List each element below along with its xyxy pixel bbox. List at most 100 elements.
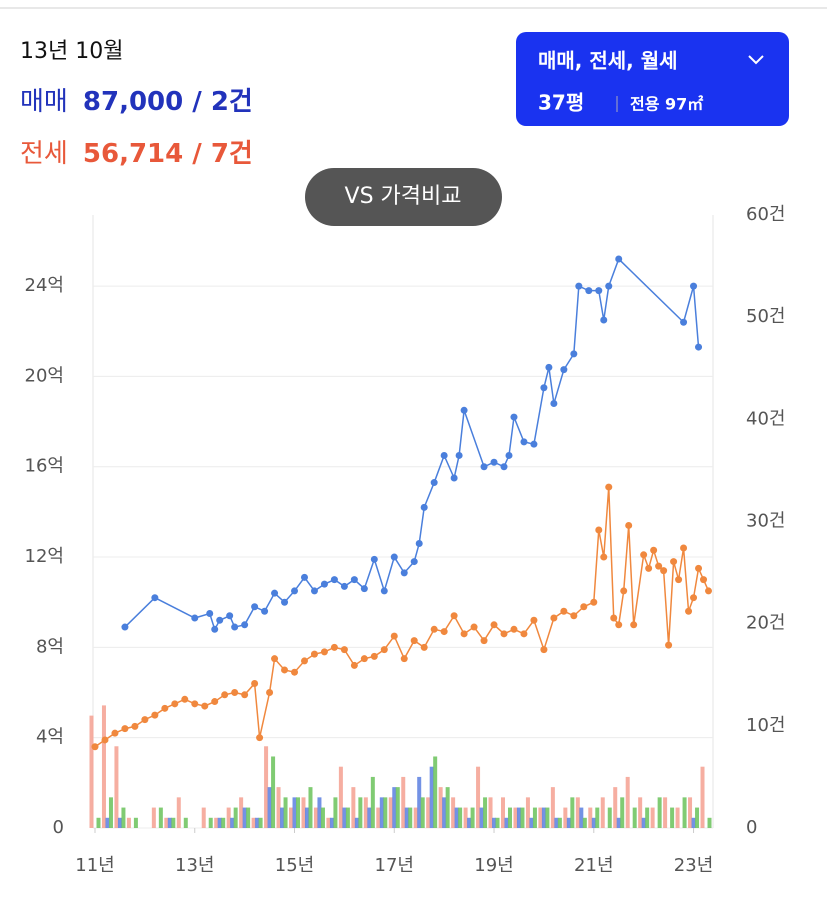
price-point xyxy=(390,632,398,640)
y-tick-label: 0 xyxy=(53,817,64,838)
volume-bar xyxy=(675,807,680,828)
volume-bar xyxy=(308,787,313,828)
price-point xyxy=(121,623,129,631)
volume-bar xyxy=(470,807,475,828)
price-point xyxy=(615,255,623,263)
volume-bar xyxy=(495,817,500,828)
price-point xyxy=(655,562,663,570)
compare-button-bg[interactable] xyxy=(305,168,502,226)
price-point xyxy=(121,725,129,733)
volume-bar xyxy=(433,756,438,828)
volume-bar xyxy=(417,776,422,828)
jeonse-name: 전세 xyxy=(20,139,68,169)
price-point xyxy=(400,569,408,577)
price-point xyxy=(510,413,518,421)
volume-bar xyxy=(600,797,605,828)
price-point xyxy=(520,630,528,638)
volume-bar xyxy=(133,817,138,828)
price-point xyxy=(450,612,458,620)
volume-bar xyxy=(591,817,596,828)
sale-name: 매매 xyxy=(20,87,68,117)
price-point xyxy=(460,406,468,414)
volume-bar xyxy=(333,797,338,828)
volume-bar xyxy=(476,766,481,828)
compare-text[interactable]: VS 가격비교 xyxy=(345,184,462,209)
price-point xyxy=(505,451,513,459)
volume-bar xyxy=(413,807,418,828)
price-point xyxy=(480,463,488,471)
price-point xyxy=(550,614,558,622)
price-point xyxy=(460,630,468,638)
volume-bar xyxy=(492,817,497,828)
price-point xyxy=(211,698,219,706)
price-point xyxy=(206,610,214,618)
y2-tick-label: 40건 xyxy=(746,408,785,429)
filter-text[interactable]: 매매, 전세, 월세 xyxy=(538,49,678,73)
y2-tick-label: 10건 xyxy=(746,715,785,736)
y-tick-label: 24억 xyxy=(25,275,64,296)
price-point xyxy=(660,567,668,575)
volume-bar xyxy=(283,797,288,828)
volume-bar xyxy=(670,807,675,828)
volume-bar xyxy=(575,797,580,828)
volume-bar xyxy=(121,807,126,828)
volume-bar xyxy=(488,797,493,828)
price-point xyxy=(261,607,269,615)
price-point xyxy=(680,544,688,552)
dropdown-icon[interactable] xyxy=(748,55,764,65)
volume-bar xyxy=(388,797,393,828)
size-text[interactable]: 37평 xyxy=(538,91,584,115)
volume-bar xyxy=(563,807,568,828)
price-point xyxy=(330,643,338,651)
price-point xyxy=(480,637,488,645)
volume-bar xyxy=(442,797,447,828)
volume-bar xyxy=(370,776,375,828)
price-point xyxy=(530,616,538,624)
jeonse-summary: 전세 56,714 / 7건 xyxy=(20,139,253,169)
volume-bar xyxy=(96,817,101,828)
price-point xyxy=(570,350,578,358)
price-point xyxy=(530,440,538,448)
price-point xyxy=(320,648,328,656)
price-point xyxy=(256,734,264,742)
price-point xyxy=(370,652,378,660)
area-text[interactable]: 전용 97㎡ xyxy=(630,95,703,114)
volume-bar xyxy=(338,766,343,828)
volume-bar xyxy=(217,817,222,828)
volume-bar xyxy=(114,746,119,828)
compare-button[interactable]: VS 가격비교 xyxy=(305,168,502,226)
price-point xyxy=(430,479,438,487)
date-label: 13년 10월 xyxy=(20,39,123,64)
volume-bar xyxy=(691,817,696,828)
price-point xyxy=(226,612,234,620)
price-point xyxy=(695,343,703,351)
filter-button[interactable]: 매매, 전세, 월세 37평 전용 97㎡ xyxy=(516,32,789,126)
price-point xyxy=(675,576,683,584)
price-point xyxy=(500,630,508,638)
price-point xyxy=(690,282,698,290)
jeonse-value: 56,714 / 7건 xyxy=(83,139,253,169)
price-point xyxy=(370,555,378,563)
price-point xyxy=(680,318,688,326)
volume-bar xyxy=(595,807,600,828)
price-point xyxy=(410,558,418,566)
price-point xyxy=(685,607,693,615)
price-point xyxy=(605,483,613,491)
volume-bar xyxy=(117,817,122,828)
y2-tick-label: 20건 xyxy=(746,613,785,634)
filter-button-bg[interactable] xyxy=(516,32,789,126)
volume-bar xyxy=(408,807,413,828)
volume-bar xyxy=(532,807,537,828)
volume-bar xyxy=(267,787,272,828)
volume-bar xyxy=(483,797,488,828)
price-point xyxy=(141,716,149,724)
volume-bar xyxy=(271,756,276,828)
price-point xyxy=(430,625,438,633)
price-point xyxy=(600,316,608,324)
price-point xyxy=(450,474,458,482)
volume-bar xyxy=(264,746,269,828)
x-tick-label: 17년 xyxy=(375,855,414,876)
sale-summary: 매매 87,000 / 2건 xyxy=(20,87,253,117)
volume-bar xyxy=(351,787,356,828)
